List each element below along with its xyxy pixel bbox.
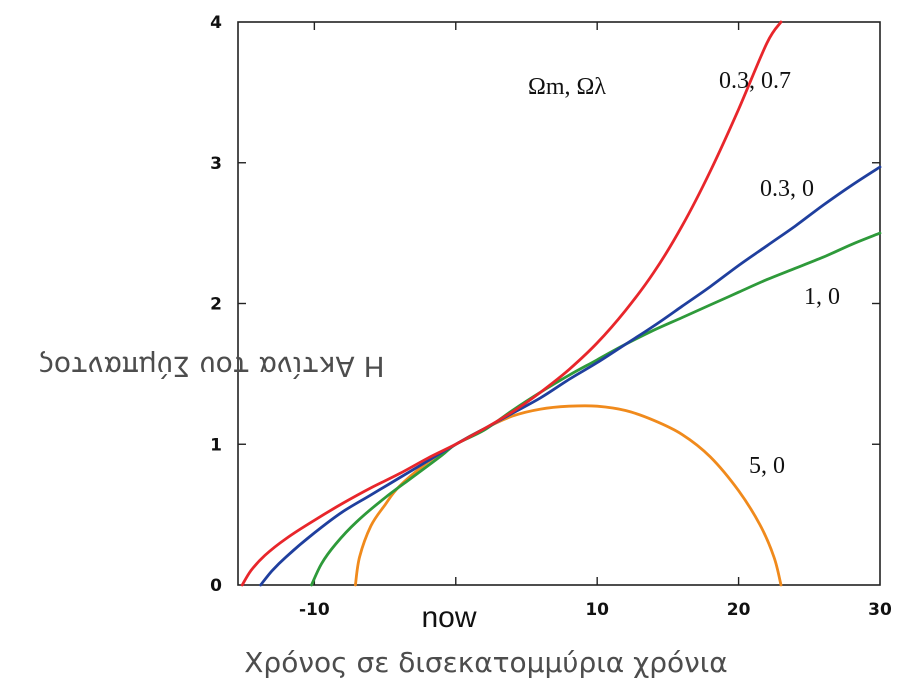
y-tick-label: 1 bbox=[210, 435, 222, 455]
tick-labels: -10 10 20 30 0 1 2 3 4 bbox=[210, 13, 892, 620]
series-labels: 0.3, 0.7 0.3, 0 1, 0 5, 0 bbox=[719, 68, 840, 479]
series-line-0-3-0 bbox=[259, 165, 882, 587]
y-axis-title: Η Ακτίνα του Σύμπαντος bbox=[37, 350, 384, 383]
now-label: now bbox=[421, 601, 476, 634]
series-label: 0.3, 0.7 bbox=[719, 68, 791, 94]
y-tick-label: 2 bbox=[210, 295, 222, 315]
y-tick-label: 3 bbox=[210, 154, 222, 174]
x-axis-title: Χρόνος σε δισεκατομμύρια χρόνια bbox=[244, 646, 728, 679]
series-lines bbox=[240, 20, 882, 587]
series-label: 1, 0 bbox=[804, 284, 840, 310]
x-tick-label: 30 bbox=[868, 600, 892, 620]
legend-title: Ωm, Ωλ bbox=[528, 74, 606, 100]
y-tick-label: 4 bbox=[210, 13, 222, 33]
x-tick-label: 10 bbox=[585, 600, 609, 620]
x-tick-label: -10 bbox=[299, 600, 330, 620]
series-label: 0.3, 0 bbox=[760, 176, 814, 202]
series-line-1-0 bbox=[310, 231, 882, 587]
axis-ticks bbox=[238, 22, 880, 585]
plot-frame bbox=[237, 21, 881, 586]
series-label: 5, 0 bbox=[749, 453, 785, 479]
series-line-5-0 bbox=[354, 404, 783, 587]
series-line-0-3-0-7 bbox=[240, 20, 783, 587]
y-tick-label: 0 bbox=[210, 576, 222, 596]
x-tick-label: 20 bbox=[727, 600, 751, 620]
